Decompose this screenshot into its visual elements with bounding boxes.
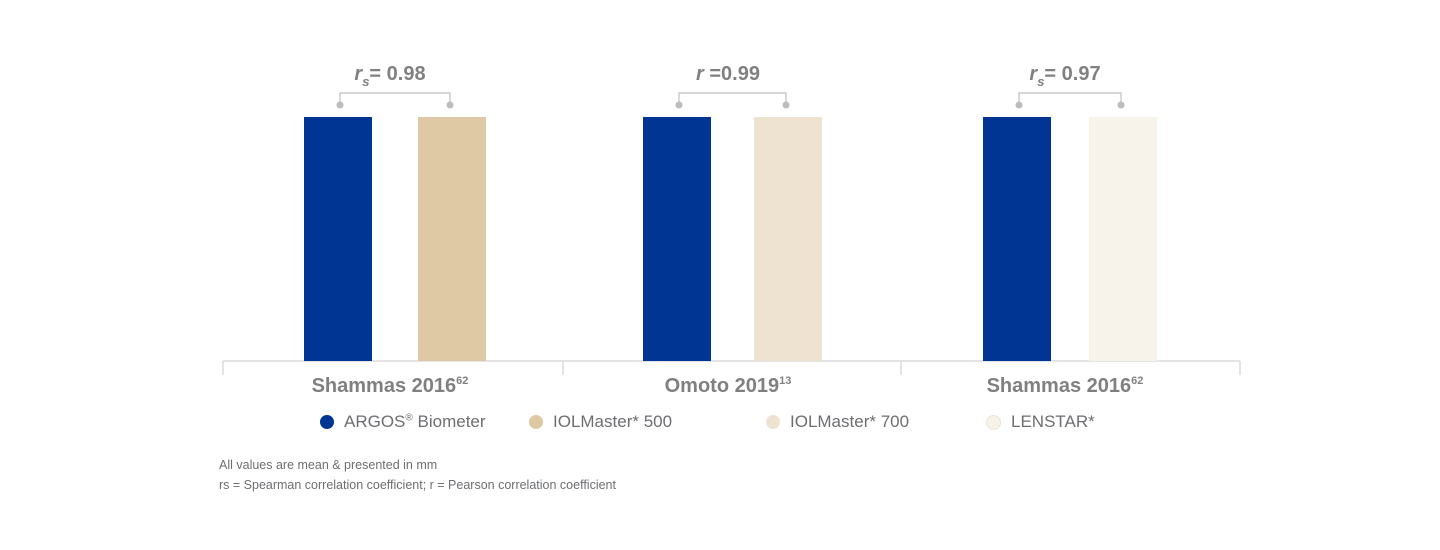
- bracket-dot-right-2: [1117, 101, 1125, 109]
- legend-item-argos: ARGOS® Biometer: [320, 412, 486, 432]
- footnote-coefficients: rs = Spearman correlation coefficient; r…: [219, 478, 616, 492]
- group-label-2: Shammas 201662: [987, 375, 1144, 397]
- bar-group2-bar0: [983, 117, 1051, 361]
- bar-group1-bar1: [754, 117, 822, 361]
- correlation-bracket-0: [339, 92, 451, 104]
- correlation-bracket-1: [678, 92, 787, 104]
- legend-swatch-argos: [320, 415, 334, 429]
- legend-item-iolmaster-500: IOLMaster* 500: [529, 412, 672, 432]
- legend-swatch-iolmaster-700: [766, 415, 780, 429]
- legend-label-iolmaster-500: IOLMaster* 500: [553, 412, 673, 431]
- bracket-dot-left-0: [336, 101, 344, 109]
- legend-label-lenstar: LENSTAR*: [1011, 412, 1095, 431]
- correlation-label-1: r =0.99: [696, 63, 760, 85]
- bracket-dot-right-1: [782, 101, 790, 109]
- correlation-label-2: rs= 0.97: [1029, 63, 1100, 89]
- legend-label-iolmaster-700: IOLMaster* 700: [790, 412, 910, 431]
- legend-item-lenstar: LENSTAR*: [986, 412, 1095, 432]
- bracket-dot-right-0: [446, 101, 454, 109]
- footnote-units: All values are mean & presented in mm: [219, 458, 438, 472]
- legend-swatch-lenstar: [986, 414, 1001, 430]
- chart-footnotes: All values are mean & presented in mm rs…: [219, 455, 616, 495]
- legend-swatch-iolmaster-500: [529, 415, 543, 429]
- correlation-label-0: rs= 0.98: [354, 63, 425, 89]
- bar-group0-bar0: [304, 117, 372, 361]
- bracket-dot-left-2: [1015, 101, 1023, 109]
- chart-legend: ARGOS® Biometer IOLMaster* 500 IOLMaster…: [0, 412, 1440, 436]
- correlation-bracket-2: [1018, 92, 1122, 104]
- correlation-bar-chart: rs= 0.98 Shammas 201662 r =0.99 Omoto 20191…: [222, 63, 1241, 397]
- group-label-1: Omoto 201913: [665, 375, 792, 397]
- legend-label-argos: ARGOS® Biometer: [344, 412, 486, 431]
- bracket-dot-left-1: [675, 101, 683, 109]
- legend-item-iolmaster-700: IOLMaster* 700: [766, 412, 909, 432]
- group-label-0: Shammas 201662: [312, 375, 469, 397]
- bar-group2-bar1: [1089, 117, 1157, 361]
- bar-group0-bar1: [418, 117, 486, 361]
- bar-group1-bar0: [643, 117, 711, 361]
